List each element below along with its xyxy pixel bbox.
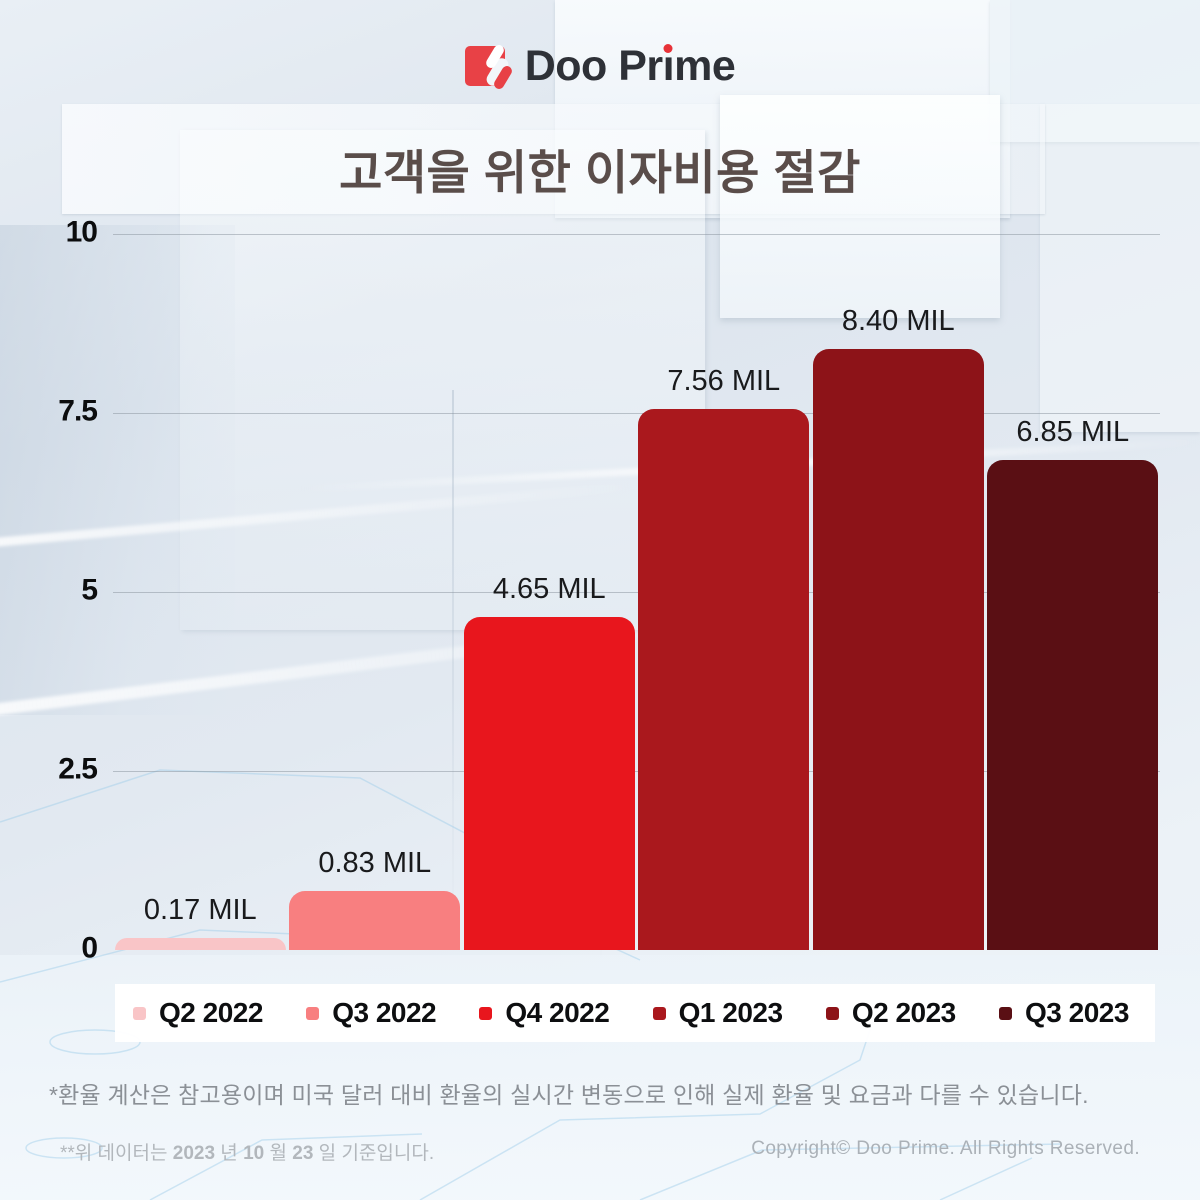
logo-i-dot — [663, 44, 673, 53]
gridline-10 — [113, 234, 1160, 235]
legend-swatch-q1-2023 — [652, 1006, 666, 1020]
logo-text: Doo Prı me — [524, 42, 736, 90]
gridline-5 — [113, 592, 1160, 593]
bg-shade-upper-left — [0, 225, 235, 715]
legend-label-q2-2023: Q2 2023 — [851, 997, 956, 1028]
legend-swatch-q3-2022 — [306, 1006, 320, 1020]
gridline-2.5 — [113, 771, 1160, 772]
bar-value-label-q4-2022: 4.65 MIL — [492, 573, 606, 606]
bar-q4-2022 — [463, 617, 635, 950]
bar-value-label-q3-2023: 6.85 MIL — [1016, 415, 1130, 448]
bar-value-label-q1-2023: 7.56 MIL — [667, 364, 781, 397]
legend-label-q2-2022: Q2 2022 — [159, 997, 263, 1028]
y-tick-2.5: 2.5 — [58, 752, 98, 786]
legend-swatch-q3-2023 — [999, 1006, 1013, 1020]
bar-value-label-q3-2022: 0.83 MIL — [318, 846, 432, 879]
legend-item-q2-2023: Q2 2023 — [825, 997, 956, 1029]
copyright-text: Copyright© Doo Prime. All Rights Reserve… — [751, 1138, 1140, 1159]
legend-label-q1-2023: Q1 2023 — [678, 997, 783, 1028]
bar-q2-2022 — [114, 937, 286, 950]
bar-q3-2023 — [987, 459, 1159, 950]
legend-item-q4-2022: Q4 2022 — [479, 997, 610, 1029]
legend-swatch-q4-2022 — [479, 1006, 493, 1020]
exchange-rate-footnote: *환율 계산은 참고용이며 미국 달러 대비 환율의 실시간 변동으로 인해 실… — [49, 1082, 1089, 1108]
bg-panel-edge — [452, 390, 454, 950]
legend-item-q3-2023: Q3 2023 — [999, 997, 1129, 1029]
y-tick-10: 10 — [65, 215, 98, 249]
legend-item-q1-2023: Q1 2023 — [652, 997, 783, 1029]
legend: Q2 2022 Q3 2022 Q4 2022 Q1 2023 Q2 2023 Q3 20… — [115, 984, 1155, 1042]
legend-swatch-q2-2022 — [133, 1006, 146, 1020]
bar-q2-2023 — [812, 348, 984, 950]
page-title: 고객을 위한 이자비용 절감 — [339, 146, 861, 199]
doo-prime-logo-icon — [464, 42, 514, 91]
legend-label-q3-2023: Q3 2023 — [1025, 997, 1129, 1028]
legend-label-q4-2022: Q4 2022 — [505, 997, 610, 1028]
legend-label-q3-2022: Q3 2022 — [332, 997, 437, 1028]
legend-swatch-q2-2023 — [825, 1006, 839, 1020]
bar-q1-2023 — [638, 408, 810, 950]
gridline-7.5 — [113, 413, 1160, 414]
bg-panel-right-column — [1040, 104, 1200, 432]
legend-item-q2-2022: Q2 2022 — [133, 997, 263, 1029]
y-tick-0: 0 — [81, 931, 98, 965]
bar-value-label-q2-2023: 8.40 MIL — [841, 304, 955, 337]
data-note: **위 데이터는 2023 년 10 월 23 일 기준입니다. — [60, 1143, 435, 1164]
bar-value-label-q2-2022: 0.17 MIL — [143, 893, 257, 926]
bar-q3-2022 — [289, 890, 461, 950]
y-tick-5: 5 — [81, 573, 98, 607]
logo: Doo Prı me — [0, 42, 1200, 91]
y-tick-7.5: 7.5 — [58, 394, 98, 428]
bg-panel-center — [180, 130, 705, 630]
legend-item-q3-2022: Q3 2022 — [306, 997, 437, 1029]
bg-panel-white-card — [720, 95, 1000, 318]
